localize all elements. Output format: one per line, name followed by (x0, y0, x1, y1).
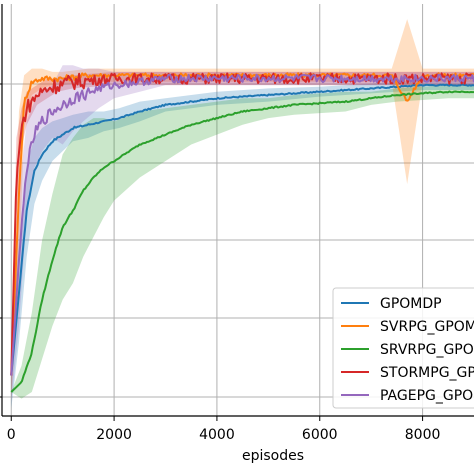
legend-label-gpomdp: GPOMDP (380, 296, 442, 312)
legend: GPOMDP SVRPG_GPOMDP SRVRPG_GPOMDP STORMPG_G… (332, 287, 474, 409)
x-tick-label: 4000 (199, 427, 235, 443)
srvrpg-gpomdp-line (10, 90, 474, 393)
x-axis-label: episodes (242, 448, 304, 464)
srvrpg-gpomdp-band (11, 85, 474, 399)
x-tick-label: 0 (7, 427, 16, 443)
legend-label-pagepg-gpomdp: PAGEPG_GPOMDP (380, 388, 474, 404)
legend-label-srvrpg-gpomdp: SRVRPG_GPOMDP (380, 342, 474, 358)
legend-label-stormpg-gpomdp: STORMPG_GPOMDP (380, 365, 474, 381)
axes (0, 4, 474, 417)
pagepg-gpomdp-line (10, 73, 474, 376)
x-tick-label: 2000 (96, 427, 132, 443)
x-ticks: 0 2000 4000 6000 8000 (7, 416, 441, 443)
x-tick-label: 8000 (405, 427, 441, 443)
legend-label-svrpg-gpomdp: SVRPG_GPOMDP (380, 319, 474, 335)
svrpg-gpomdp-line (10, 72, 474, 376)
gpomdp-line (10, 83, 474, 376)
confidence-bands (11, 19, 474, 409)
x-tick-label: 6000 (302, 427, 338, 443)
series-lines (10, 72, 474, 393)
pagepg-gpomdp-band (11, 65, 474, 402)
legend-box (332, 287, 474, 409)
